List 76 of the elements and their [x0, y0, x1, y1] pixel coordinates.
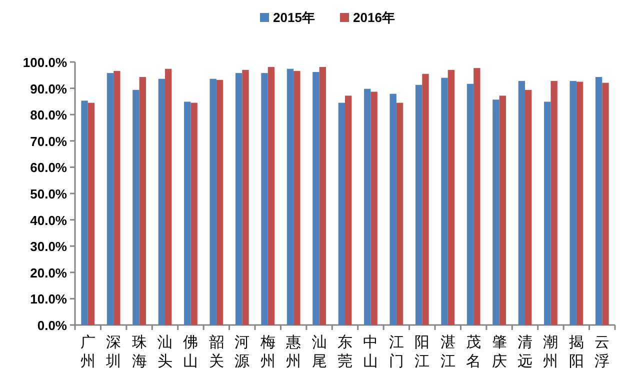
- bar: [602, 82, 609, 325]
- x-tick-label: 韶关: [208, 334, 224, 370]
- bar: [294, 70, 300, 325]
- x-tick-label: 清远: [518, 334, 532, 370]
- bar: [345, 96, 352, 325]
- bar: [81, 100, 88, 325]
- bar: [544, 102, 551, 325]
- bar: [441, 78, 448, 325]
- bar: [422, 74, 429, 325]
- y-tick-label: 100.0%: [22, 55, 68, 70]
- bar: [114, 70, 120, 325]
- bar: [492, 100, 500, 325]
- bar: [132, 90, 140, 325]
- bar: [106, 73, 114, 325]
- legend-label: 2016年: [353, 10, 395, 25]
- x-tick-label: 梅州: [259, 334, 276, 370]
- x-tick-label: 江门: [388, 334, 404, 370]
- bar: [312, 72, 320, 325]
- x-tick-label: 珠海: [132, 334, 147, 370]
- x-tick-label: 茂名: [466, 334, 482, 370]
- bar: [165, 68, 172, 325]
- x-tick-label: 中山: [363, 334, 378, 370]
- x-tick-label: 河源: [234, 334, 250, 370]
- x-tick-label: 湛江: [440, 334, 456, 370]
- bar: [396, 102, 404, 325]
- y-tick-label: 70.0%: [30, 134, 68, 149]
- bar: [261, 73, 268, 325]
- y-tick-label: 60.0%: [30, 160, 68, 176]
- y-tick-label: 90.0%: [30, 81, 68, 96]
- bar: [235, 73, 242, 325]
- bar: [525, 90, 532, 325]
- x-tick-label: 东莞: [338, 334, 352, 370]
- bar: [242, 70, 249, 325]
- bar: [268, 66, 275, 325]
- bar: [158, 78, 165, 325]
- bar: [415, 84, 422, 325]
- bar: [338, 102, 345, 325]
- x-tick-label: 广州: [80, 334, 96, 370]
- bar: [570, 80, 576, 325]
- y-tick-label: 0.0%: [37, 318, 68, 333]
- bar: [319, 66, 326, 325]
- bar: [466, 84, 474, 325]
- bar: [190, 102, 198, 325]
- x-tick-label: 肇庆: [492, 334, 507, 370]
- bar: [184, 102, 191, 325]
- x-tick-label: 汕尾: [312, 334, 327, 370]
- bar: [210, 78, 216, 325]
- legend-label: 2015年: [273, 10, 315, 25]
- bar: [286, 68, 294, 325]
- x-tick-label: 潮州: [543, 334, 558, 370]
- bar: [390, 94, 396, 325]
- y-tick-label: 50.0%: [30, 186, 68, 202]
- bar: [448, 70, 455, 325]
- x-tick-label: 汕头: [158, 334, 172, 370]
- y-tick-label: 80.0%: [30, 108, 68, 123]
- bar: [474, 68, 480, 325]
- bar: [139, 76, 146, 325]
- x-tick-label: 深圳: [105, 334, 122, 370]
- y-tick-label: 30.0%: [30, 239, 68, 254]
- x-tick-label: 云浮: [594, 334, 610, 370]
- bar: [595, 76, 602, 325]
- y-tick-label: 40.0%: [30, 212, 68, 228]
- bar: [576, 82, 584, 325]
- bar: [550, 80, 558, 325]
- x-tick-label: 惠州: [285, 334, 302, 370]
- bar: [518, 80, 525, 325]
- y-tick-label: 10.0%: [30, 292, 68, 307]
- bar: [499, 96, 506, 325]
- bar: [364, 88, 371, 325]
- x-tick-label: 佛山: [183, 334, 198, 370]
- x-tick-label: 揭阳: [568, 334, 584, 370]
- bar: [88, 102, 95, 325]
- x-tick-label: 阳江: [414, 334, 430, 370]
- bar: [216, 80, 224, 325]
- bar: [370, 92, 378, 325]
- y-tick-label: 20.0%: [30, 265, 68, 280]
